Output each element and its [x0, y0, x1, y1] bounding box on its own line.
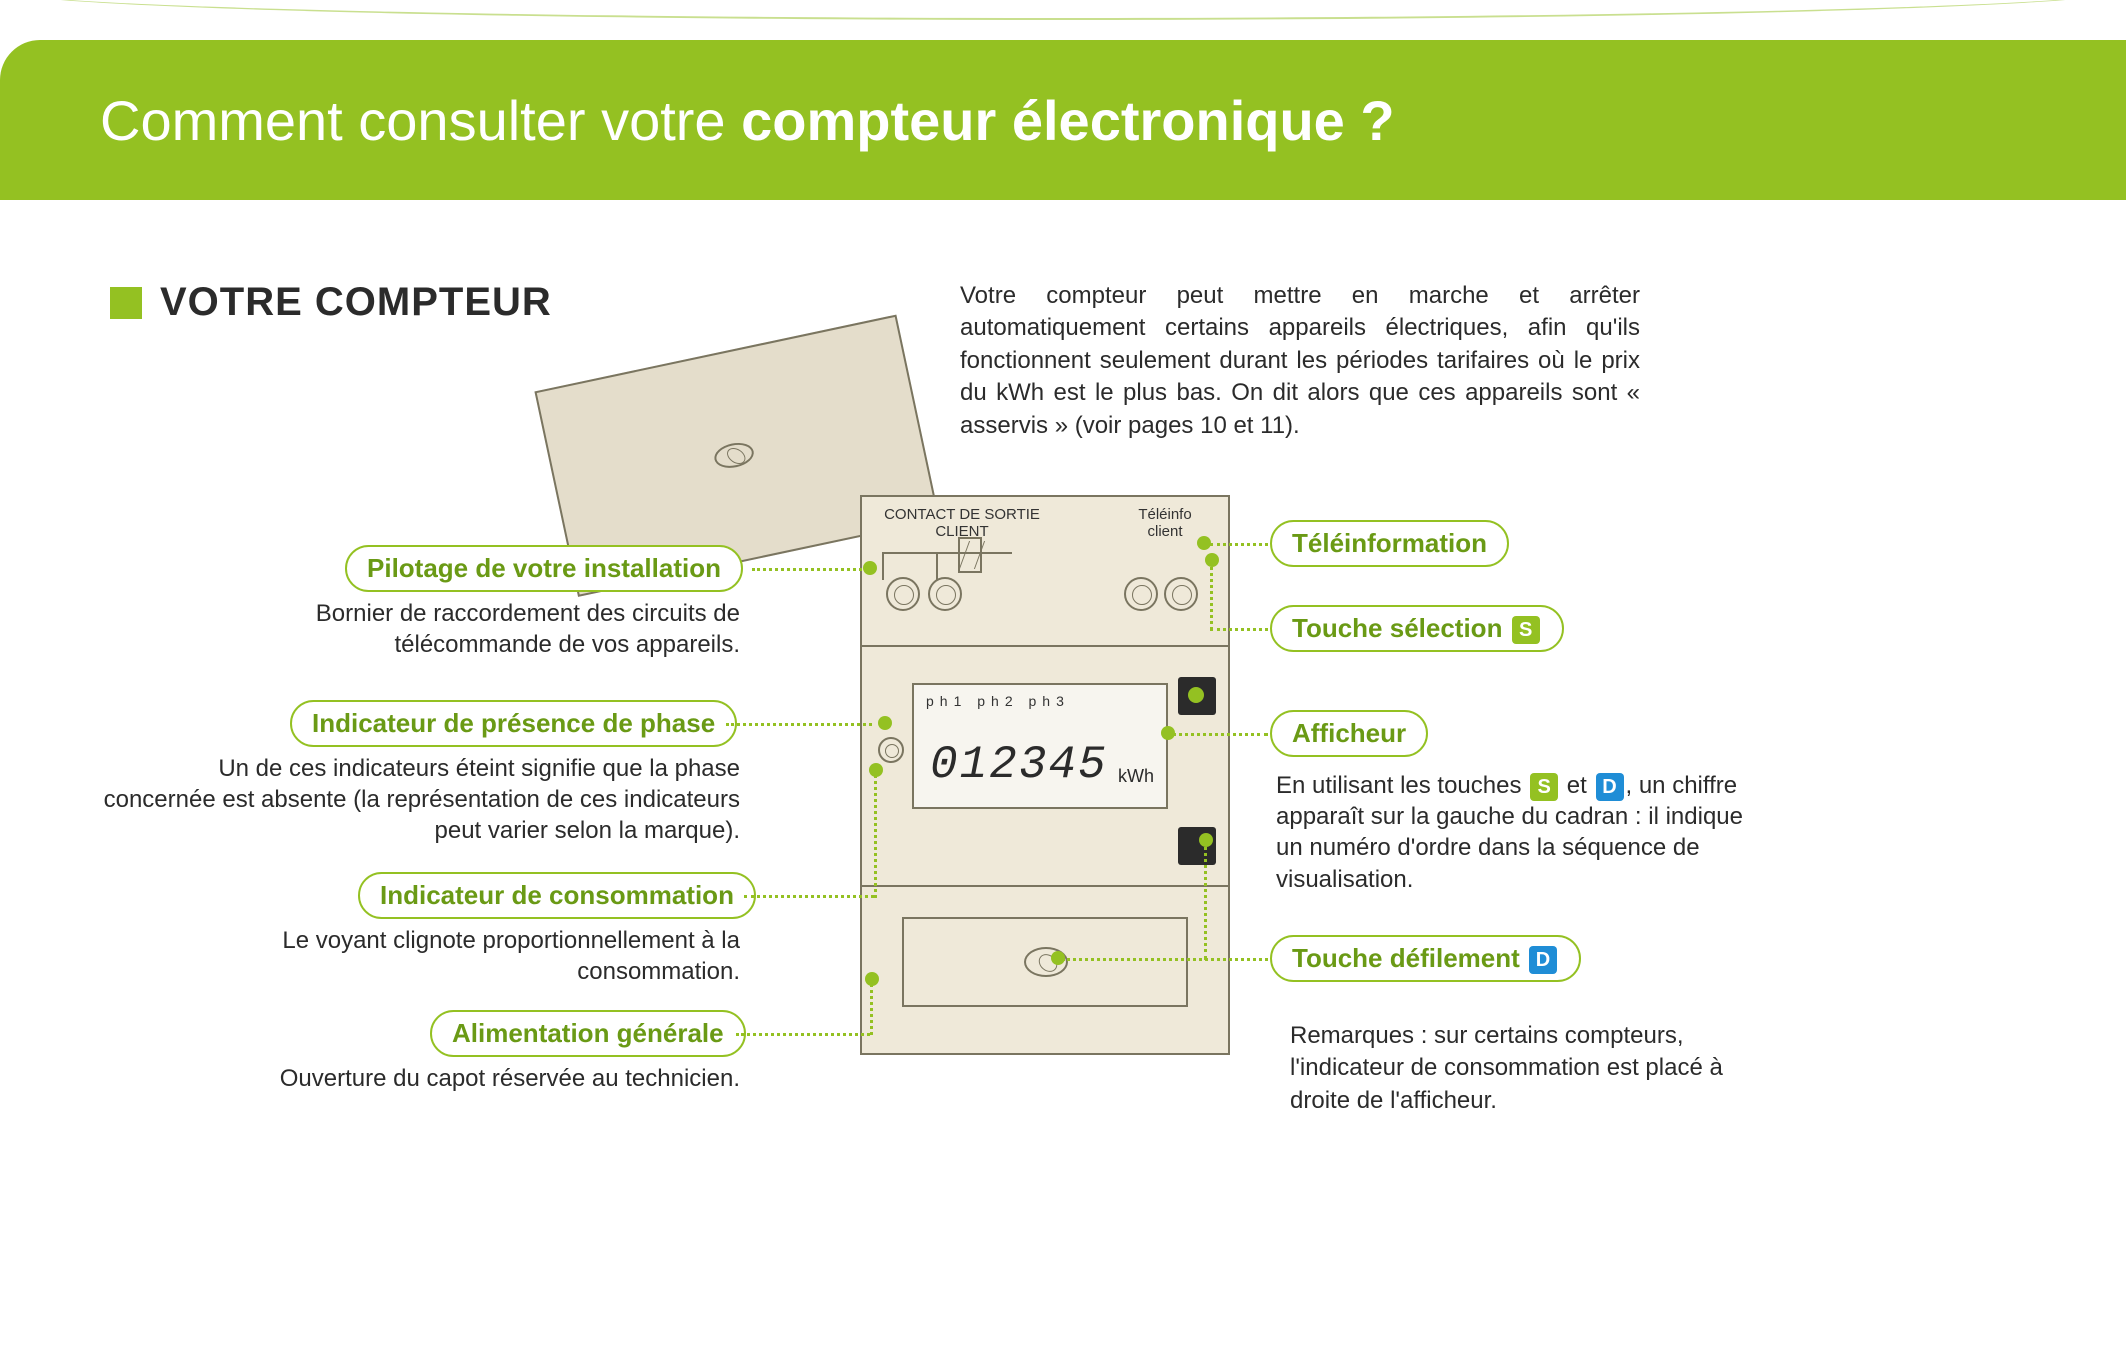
section-title-text: VOTRE COMPTEUR — [160, 280, 552, 325]
remarks: Remarques : sur certains compteurs, l'in… — [1290, 1020, 1740, 1117]
connector-dot — [865, 972, 879, 986]
connector — [744, 895, 874, 898]
screw-icon — [1164, 577, 1198, 611]
screw-row-left — [886, 577, 962, 611]
phase-labels: ph1 ph2 ph3 — [926, 693, 1070, 709]
connector-dot — [863, 561, 877, 575]
badge-s-icon: S — [1512, 616, 1540, 644]
desc-pilotage: Bornier de raccordement des circuits de … — [190, 598, 740, 660]
connector — [1210, 543, 1268, 546]
display-panel: ph1 ph2 ph3 012345 kWh — [912, 683, 1168, 809]
label-teleinfo: Téléinformation — [1270, 520, 1509, 567]
connector-dot — [1161, 726, 1175, 740]
button-d — [1178, 827, 1216, 865]
desc-aff-mid: et — [1560, 772, 1593, 799]
screw-icon — [928, 577, 962, 611]
label-touche-d: Touche défilement D — [1270, 935, 1581, 982]
section-bullet-icon — [110, 287, 142, 319]
desc-aff-pre: En utilisant les touches — [1276, 772, 1528, 799]
connector-dot — [1197, 536, 1211, 550]
connector — [736, 1033, 870, 1036]
button-s — [1178, 677, 1216, 715]
display-unit: kWh — [1118, 766, 1154, 787]
connector — [726, 723, 872, 726]
label-phase: Indicateur de présence de phase — [290, 700, 737, 747]
bottom-cover — [902, 917, 1188, 1007]
section-title: VOTRE COMPTEUR — [110, 280, 552, 325]
connector — [1062, 958, 1268, 961]
connector-dot — [878, 716, 892, 730]
page-title: Comment consulter votre compteur électro… — [100, 88, 1395, 153]
label-afficheur: Afficheur — [1270, 710, 1428, 757]
connector — [874, 770, 877, 898]
screw-row-right — [1124, 577, 1198, 611]
connector — [1210, 628, 1268, 631]
title-bold: compteur électronique ? — [741, 89, 1394, 152]
badge-d-icon: D — [1596, 773, 1624, 801]
touche-d-prefix: Touche défilement — [1292, 943, 1527, 973]
label-touche-s: Touche sélection S — [1270, 605, 1564, 652]
badge-s-icon: S — [1530, 773, 1558, 801]
connector-dot — [869, 763, 883, 777]
badge-d-icon: D — [1529, 946, 1557, 974]
meter-body: CONTACT DE SORTIE CLIENT Téléinfo client… — [860, 495, 1230, 1055]
desc-alim: Ouverture du capot réservée au technicie… — [190, 1063, 740, 1094]
label-conso: Indicateur de consommation — [358, 872, 756, 919]
connector-dot — [1205, 553, 1219, 567]
wire-icon — [882, 552, 1012, 578]
meter-bottom-panel — [862, 887, 1228, 1053]
desc-afficheur: En utilisant les touches S et D, un chif… — [1276, 770, 1746, 895]
display-digits: 012345 — [930, 739, 1108, 791]
label-alim: Alimentation générale — [430, 1010, 746, 1057]
title-light: Comment consulter votre — [100, 89, 741, 152]
screw-icon — [886, 577, 920, 611]
screw-icon — [1124, 577, 1158, 611]
fuse-icon — [958, 537, 982, 573]
meter-mid-panel: ph1 ph2 ph3 012345 kWh — [862, 647, 1228, 887]
connector-dot — [1199, 833, 1213, 847]
label-pilotage: Pilotage de votre installation — [345, 545, 743, 592]
connector — [1204, 840, 1207, 960]
connector — [1210, 560, 1213, 630]
connector — [752, 568, 862, 571]
touche-s-prefix: Touche sélection — [1292, 613, 1510, 643]
meter-top-panel: CONTACT DE SORTIE CLIENT Téléinfo client — [862, 497, 1228, 647]
header-arc — [0, 0, 2126, 20]
connector — [870, 979, 873, 1035]
teleinfo-label: Téléinfo client — [1120, 507, 1210, 540]
lid-screw-icon — [712, 440, 756, 472]
desc-conso: Le voyant clignote proportionnellement à… — [240, 925, 740, 987]
connector-dot — [1051, 951, 1065, 965]
contact-label: CONTACT DE SORTIE CLIENT — [882, 507, 1042, 540]
connector — [1172, 733, 1268, 736]
phase-led-icon — [878, 737, 904, 763]
desc-phase: Un de ces indicateurs éteint signifie qu… — [100, 753, 740, 847]
header-banner: Comment consulter votre compteur électro… — [0, 40, 2126, 200]
